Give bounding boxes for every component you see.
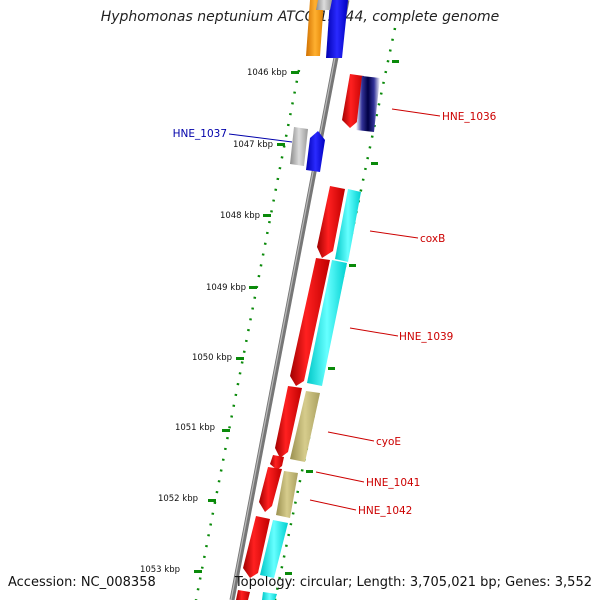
gene-hne-1039-cyan[interactable] bbox=[307, 260, 347, 386]
kbp-label: 1052 kbp bbox=[158, 494, 198, 504]
label-leader-lines bbox=[309, 108, 441, 511]
gene-hne-1037-blue[interactable] bbox=[306, 131, 325, 172]
gene-coxb-red[interactable] bbox=[317, 186, 345, 258]
kbp-labels: 1046 kbp 1047 kbp 1048 kbp 1049 kbp 1050… bbox=[140, 68, 287, 575]
kbp-label: 1048 kbp bbox=[220, 211, 260, 221]
gene-label-hne-1042[interactable]: HNE_1042 bbox=[358, 505, 412, 517]
kbp-label: 1047 kbp bbox=[233, 140, 273, 150]
kbp-label: 1053 kbp bbox=[140, 565, 180, 575]
gene-label-hne-1041[interactable]: HNE_1041 bbox=[366, 477, 420, 489]
kbp-label: 1049 kbp bbox=[206, 283, 246, 293]
gene-hne-1042-khaki[interactable] bbox=[276, 471, 298, 518]
gene-top-blue[interactable] bbox=[326, 0, 348, 58]
gene-bottom-red-2[interactable] bbox=[236, 590, 250, 600]
genome-backbone-highlight bbox=[230, 0, 347, 600]
map-title: Hyphomonas neptunium ATCC 15444, complet… bbox=[100, 9, 500, 25]
gene-labels: HNE_1036 HNE_1037 coxB HNE_1039 cyoE HNE… bbox=[173, 111, 497, 517]
gene-bottom-red[interactable] bbox=[243, 516, 270, 578]
kbp-label: 1051 kbp bbox=[175, 423, 215, 433]
kbp-label: 1050 kbp bbox=[192, 353, 232, 363]
gene-top-gray[interactable] bbox=[316, 0, 332, 10]
inner-dotted-track bbox=[194, 69, 301, 600]
gene-hne-1036-stripe[interactable] bbox=[356, 76, 380, 132]
gene-coxb-cyan[interactable] bbox=[335, 189, 361, 262]
gene-label-hne-1036[interactable]: HNE_1036 bbox=[442, 111, 497, 123]
gene-hne-1039-red[interactable] bbox=[290, 258, 330, 386]
kbp-ticks bbox=[194, 60, 399, 575]
gene-label-hne-1037[interactable]: HNE_1037 bbox=[173, 128, 227, 140]
gene-bottom-cyan[interactable] bbox=[260, 520, 288, 578]
gene-label-cyoe[interactable]: cyoE bbox=[376, 436, 401, 448]
gene-bottom-cyan-2[interactable] bbox=[262, 592, 277, 600]
gene-hne-1037-gray[interactable] bbox=[290, 127, 308, 166]
gene-hne-1036-red[interactable] bbox=[342, 74, 364, 128]
gene-hne-1041-red[interactable] bbox=[270, 455, 284, 470]
accession-text: Accession: NC_008358 bbox=[8, 575, 156, 590]
kbp-label: 1046 kbp bbox=[247, 68, 287, 78]
genome-backbone bbox=[229, 0, 350, 600]
gene-hne-1042-red[interactable] bbox=[259, 467, 282, 512]
gene-label-hne-1039[interactable]: HNE_1039 bbox=[399, 331, 453, 343]
gene-cyoe-red[interactable] bbox=[275, 386, 302, 458]
topology-text: Topology: circular; Length: 3,705,021 bp… bbox=[234, 575, 592, 590]
gene-label-coxb[interactable]: coxB bbox=[420, 233, 445, 245]
gene-top-orange[interactable] bbox=[306, 0, 324, 56]
gene-cyoe-khaki[interactable] bbox=[290, 391, 320, 462]
label-leader-hne-1037 bbox=[228, 133, 293, 143]
